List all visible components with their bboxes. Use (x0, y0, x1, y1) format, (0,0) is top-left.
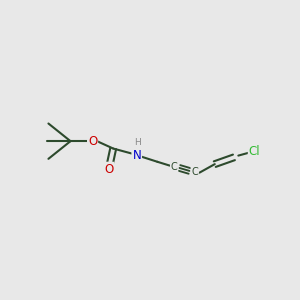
Text: O: O (88, 135, 97, 148)
Text: Cl: Cl (249, 145, 260, 158)
Text: H: H (135, 138, 141, 147)
Text: N: N (132, 149, 141, 162)
Text: C: C (171, 162, 178, 172)
Text: C: C (191, 167, 198, 177)
Text: O: O (104, 163, 113, 176)
